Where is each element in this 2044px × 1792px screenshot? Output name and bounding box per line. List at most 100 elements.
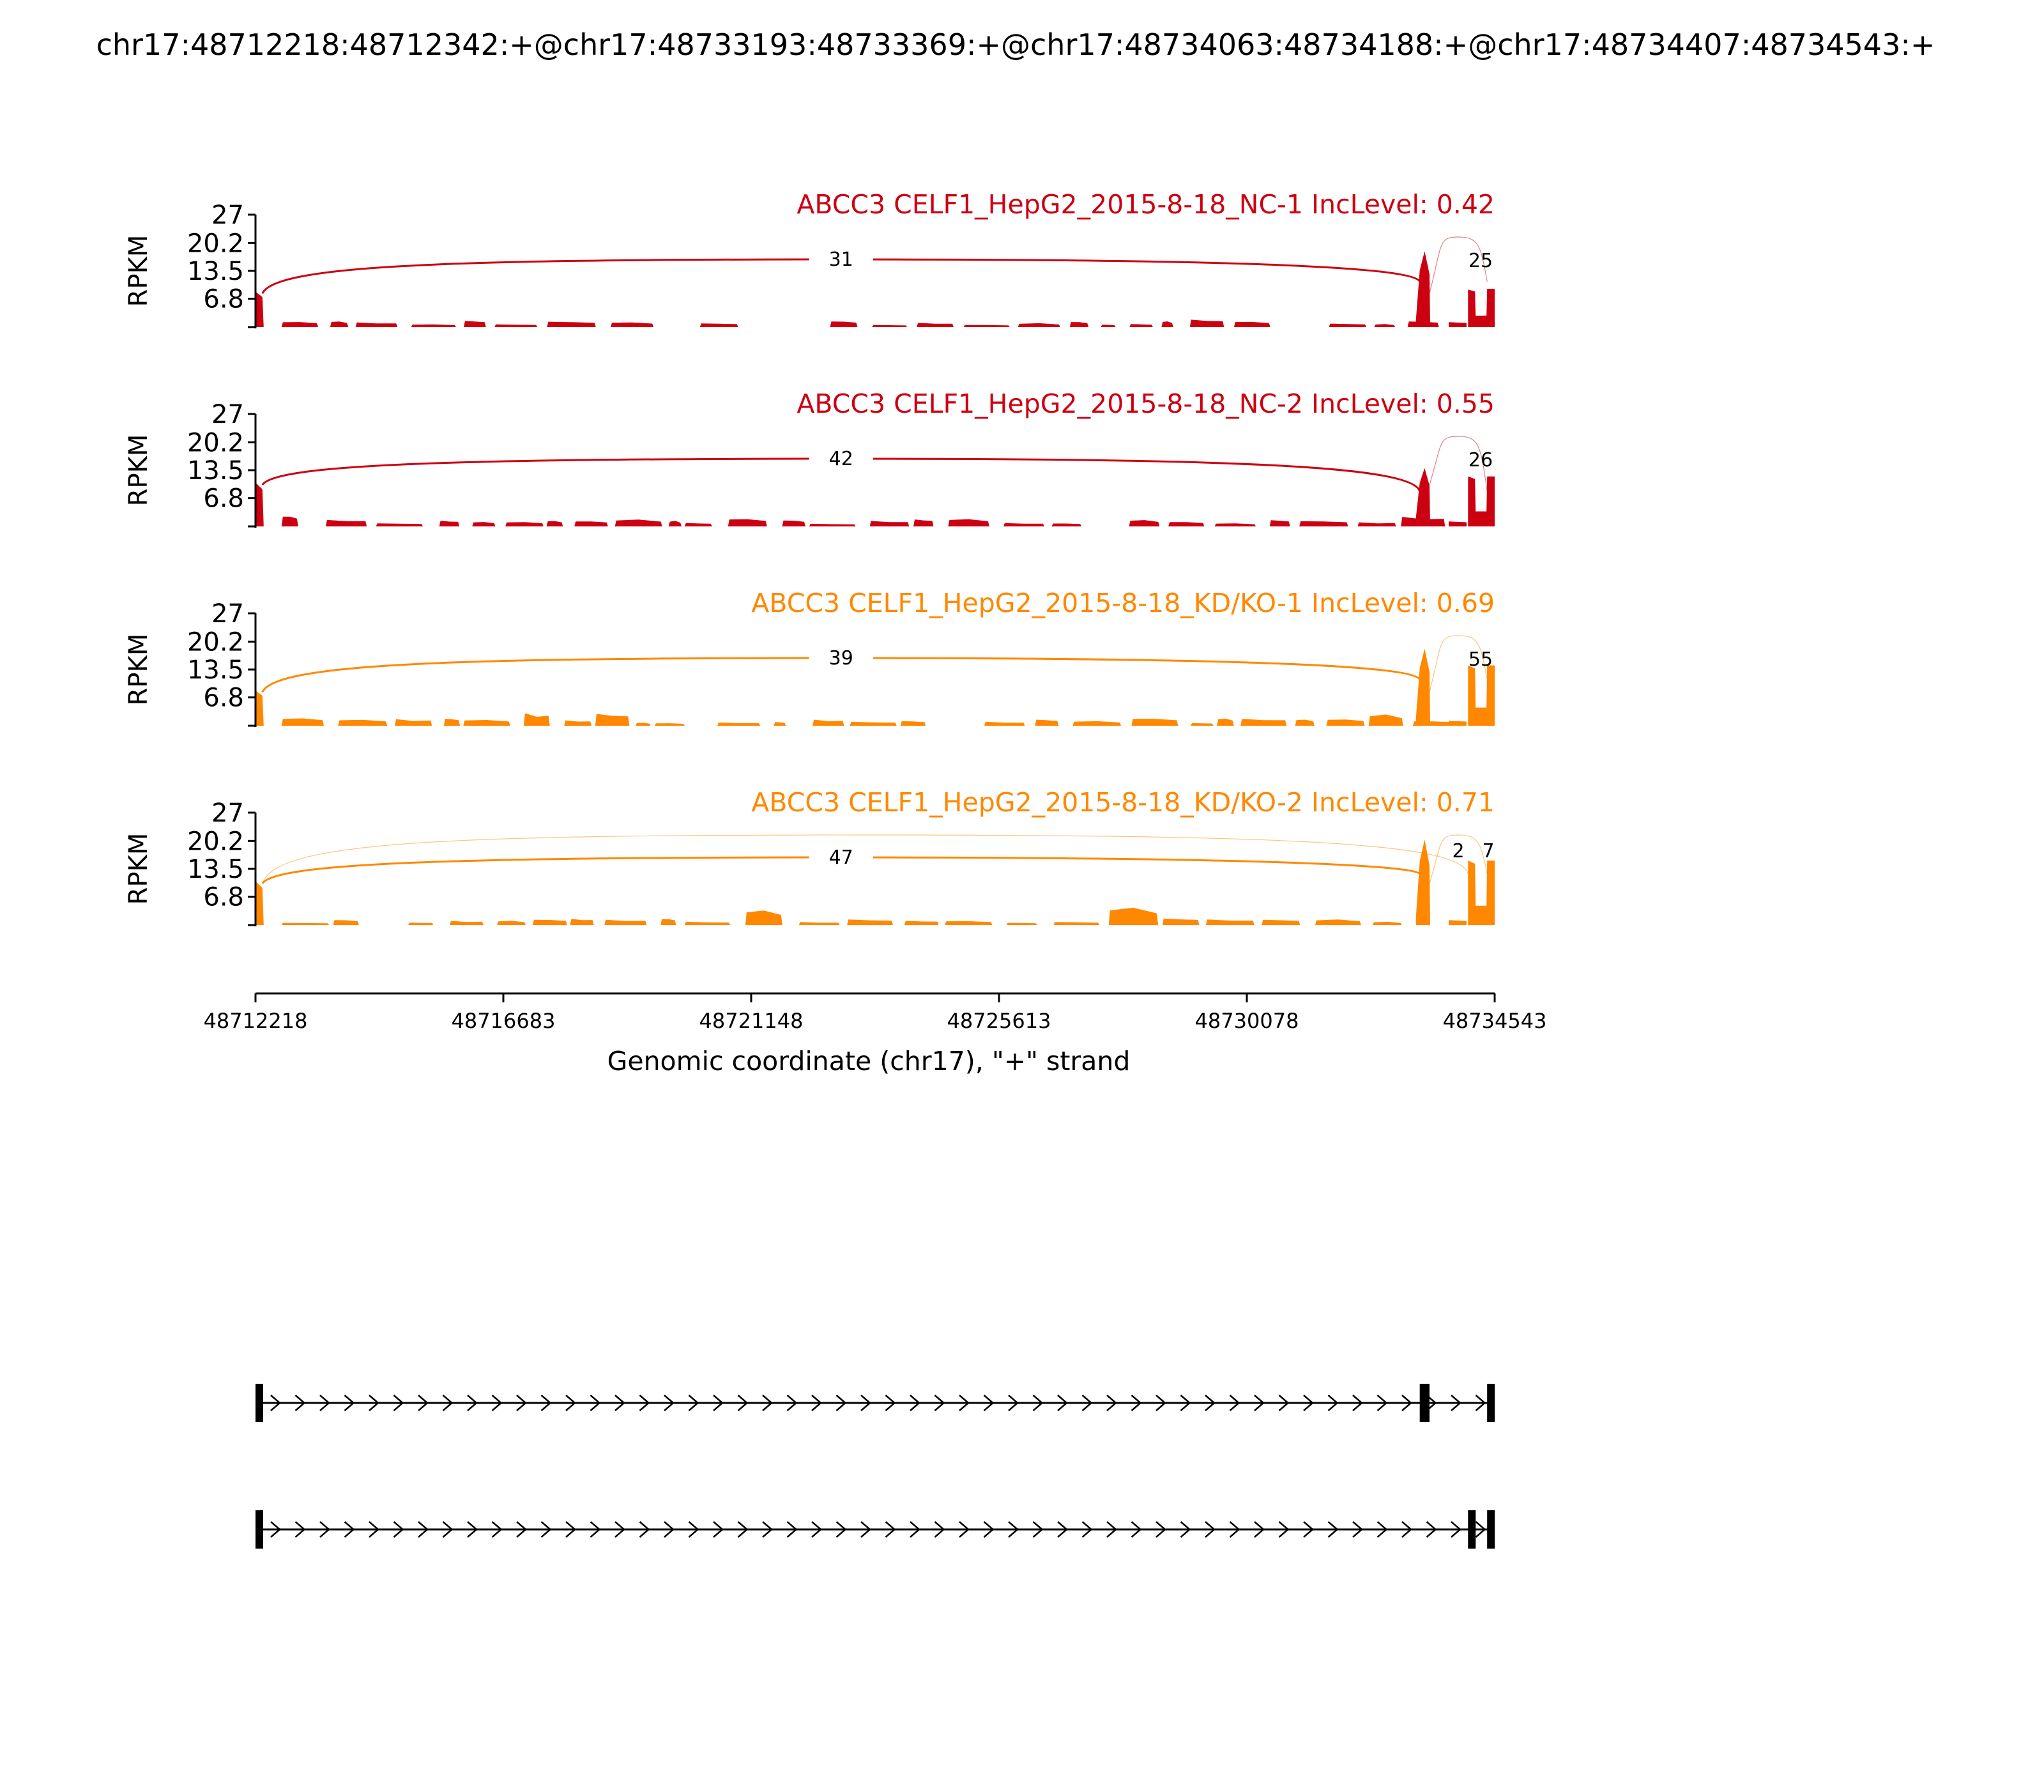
panel-3-y-tick-label: 27 xyxy=(211,599,244,629)
panel-4-junction-count-right-1: 2 xyxy=(1452,840,1464,862)
isoform-2-strand-chevron xyxy=(294,1521,306,1538)
isoform-2-strand-chevron xyxy=(491,1521,503,1538)
isoform-1-strand-chevron xyxy=(1475,1395,1486,1411)
panel-4-junction-count-right-2: 7 xyxy=(1482,840,1494,862)
panel-3-label: ABCC3 CELF1_HepG2_2015-8-18_KD/KO-1 IncL… xyxy=(751,588,1495,618)
panel-2-junction-arc-2 xyxy=(1429,436,1488,492)
isoform-2-strand-chevron xyxy=(565,1521,576,1538)
isoform-1-strand-chevron xyxy=(1401,1395,1412,1411)
isoform-1-strand-chevron xyxy=(786,1395,798,1411)
isoform-2-strand-chevron xyxy=(1254,1521,1265,1538)
isoform-1-strand-chevron xyxy=(1327,1395,1339,1411)
isoform-2-strand-chevron xyxy=(885,1521,896,1538)
isoform-2-strand-chevron xyxy=(344,1521,355,1538)
isoform-2-strand-chevron xyxy=(1081,1521,1093,1538)
isoform-2-strand-chevron xyxy=(614,1521,625,1538)
isoform-1-exon-2 xyxy=(1419,1384,1430,1422)
isoform-2-exon-1 xyxy=(256,1510,263,1549)
panel-3-y-tick-label: 20.2 xyxy=(187,627,244,657)
panel-1-y-tick-label: 6.8 xyxy=(203,285,244,314)
panel-1-y-tick-label: 20.2 xyxy=(187,229,244,258)
x-tick-label: 48712218 xyxy=(204,1009,308,1033)
isoform-2-strand-chevron xyxy=(688,1521,699,1538)
isoform-1-strand-chevron xyxy=(1180,1395,1191,1411)
isoform-2-strand-chevron xyxy=(1426,1521,1437,1538)
x-tick-label: 48725613 xyxy=(947,1009,1051,1033)
isoform-2-strand-chevron xyxy=(270,1521,281,1538)
isoform-1-strand-chevron xyxy=(664,1395,675,1411)
x-tick-label: 48734543 xyxy=(1443,1009,1547,1033)
isoform-1-strand-chevron xyxy=(811,1395,822,1411)
isoform-1-strand-chevron xyxy=(467,1395,478,1411)
isoform-1-strand-chevron xyxy=(1106,1395,1117,1411)
isoform-1-strand-chevron xyxy=(614,1395,625,1411)
panel-4-y-tick-label: 6.8 xyxy=(203,883,244,912)
isoform-2-strand-chevron xyxy=(1352,1521,1363,1538)
panel-1-y-tick-label: 27 xyxy=(211,201,244,230)
isoform-1-strand-chevron xyxy=(369,1395,379,1411)
isoform-2-strand-chevron xyxy=(1377,1521,1388,1538)
panel-4-junction-arc-2 xyxy=(262,834,1468,884)
isoform-2-strand-chevron xyxy=(540,1521,552,1538)
isoform-2-strand-chevron xyxy=(393,1521,404,1538)
isoform-2-strand-chevron xyxy=(442,1521,454,1538)
isoform-1-strand-chevron xyxy=(1155,1395,1166,1411)
panel-1-junction-arc-2 xyxy=(1429,236,1488,294)
isoform-1-strand-chevron xyxy=(959,1395,970,1411)
panel-4-y-tick-label: 20.2 xyxy=(187,827,244,856)
isoform-2-strand-chevron xyxy=(1401,1521,1412,1538)
panel-4-y-axis-label: RPKM xyxy=(124,833,153,905)
isoform-2-strand-chevron xyxy=(1131,1521,1142,1538)
panel-1-junction-label-bg-1 xyxy=(809,244,873,272)
isoform-1-strand-chevron xyxy=(688,1395,699,1411)
isoform-1-strand-chevron xyxy=(1303,1395,1314,1411)
panel-4-label: ABCC3 CELF1_HepG2_2015-8-18_KD/KO-2 IncL… xyxy=(751,787,1495,818)
x-tick-label: 48716683 xyxy=(452,1009,556,1033)
panel-2-y-tick-label: 20.2 xyxy=(187,428,244,457)
isoform-2-strand-chevron xyxy=(1475,1521,1486,1538)
isoform-2-strand-chevron xyxy=(1229,1521,1240,1538)
panel-3-y-axis-label: RPKM xyxy=(124,634,153,706)
isoform-2-strand-chevron xyxy=(959,1521,970,1538)
isoform-2-strand-chevron xyxy=(1180,1521,1191,1538)
isoform-2-strand-chevron xyxy=(762,1521,773,1538)
isoform-2-strand-chevron xyxy=(1451,1521,1461,1538)
isoform-1-strand-chevron xyxy=(393,1395,404,1411)
isoform-1-strand-chevron xyxy=(540,1395,552,1411)
isoform-2-strand-chevron xyxy=(1205,1521,1216,1538)
isoform-2-strand-chevron xyxy=(1327,1521,1339,1538)
isoform-2-strand-chevron xyxy=(1155,1521,1166,1538)
isoform-1-strand-chevron xyxy=(860,1395,871,1411)
isoform-2-strand-chevron xyxy=(983,1521,995,1538)
panel-3-y-tick-label: 13.5 xyxy=(187,655,244,685)
panel-1-junction-count-1: 31 xyxy=(829,249,853,271)
isoform-1-strand-chevron xyxy=(294,1395,306,1411)
isoform-2-strand-chevron xyxy=(1008,1521,1019,1538)
isoform-2-strand-chevron xyxy=(860,1521,871,1538)
panel-4-y-tick-label: 27 xyxy=(211,799,244,828)
isoform-2-strand-chevron xyxy=(418,1521,429,1538)
isoform-1-strand-chevron xyxy=(516,1395,527,1411)
isoform-2-strand-chevron xyxy=(737,1521,749,1538)
isoform-1-strand-chevron xyxy=(910,1395,920,1411)
isoform-1-strand-chevron xyxy=(1057,1395,1068,1411)
panel-2-y-tick-label: 6.8 xyxy=(203,484,244,514)
isoform-1-strand-chevron xyxy=(1229,1395,1240,1411)
panel-2-y-tick-label: 13.5 xyxy=(187,456,244,486)
isoform-2-strand-chevron xyxy=(713,1521,724,1538)
panel-2-junction-count-right-1: 26 xyxy=(1468,449,1493,471)
isoform-1-strand-chevron xyxy=(1377,1395,1388,1411)
panel-4-junction-label-bg-1 xyxy=(809,842,873,870)
isoform-1-strand-chevron xyxy=(1278,1395,1290,1411)
isoform-1-strand-chevron xyxy=(983,1395,995,1411)
isoform-1-strand-chevron xyxy=(1426,1395,1437,1411)
panel-3-coverage-area xyxy=(256,648,1495,726)
isoform-1-exon-1 xyxy=(256,1384,263,1422)
isoform-2-strand-chevron xyxy=(910,1521,920,1538)
isoform-2-strand-chevron xyxy=(664,1521,675,1538)
panel-3-y-tick-label: 6.8 xyxy=(203,684,244,713)
isoform-2-strand-chevron xyxy=(1032,1521,1044,1538)
panel-4-junction-arc-3 xyxy=(1429,834,1488,884)
isoform-1-strand-chevron xyxy=(1352,1395,1363,1411)
